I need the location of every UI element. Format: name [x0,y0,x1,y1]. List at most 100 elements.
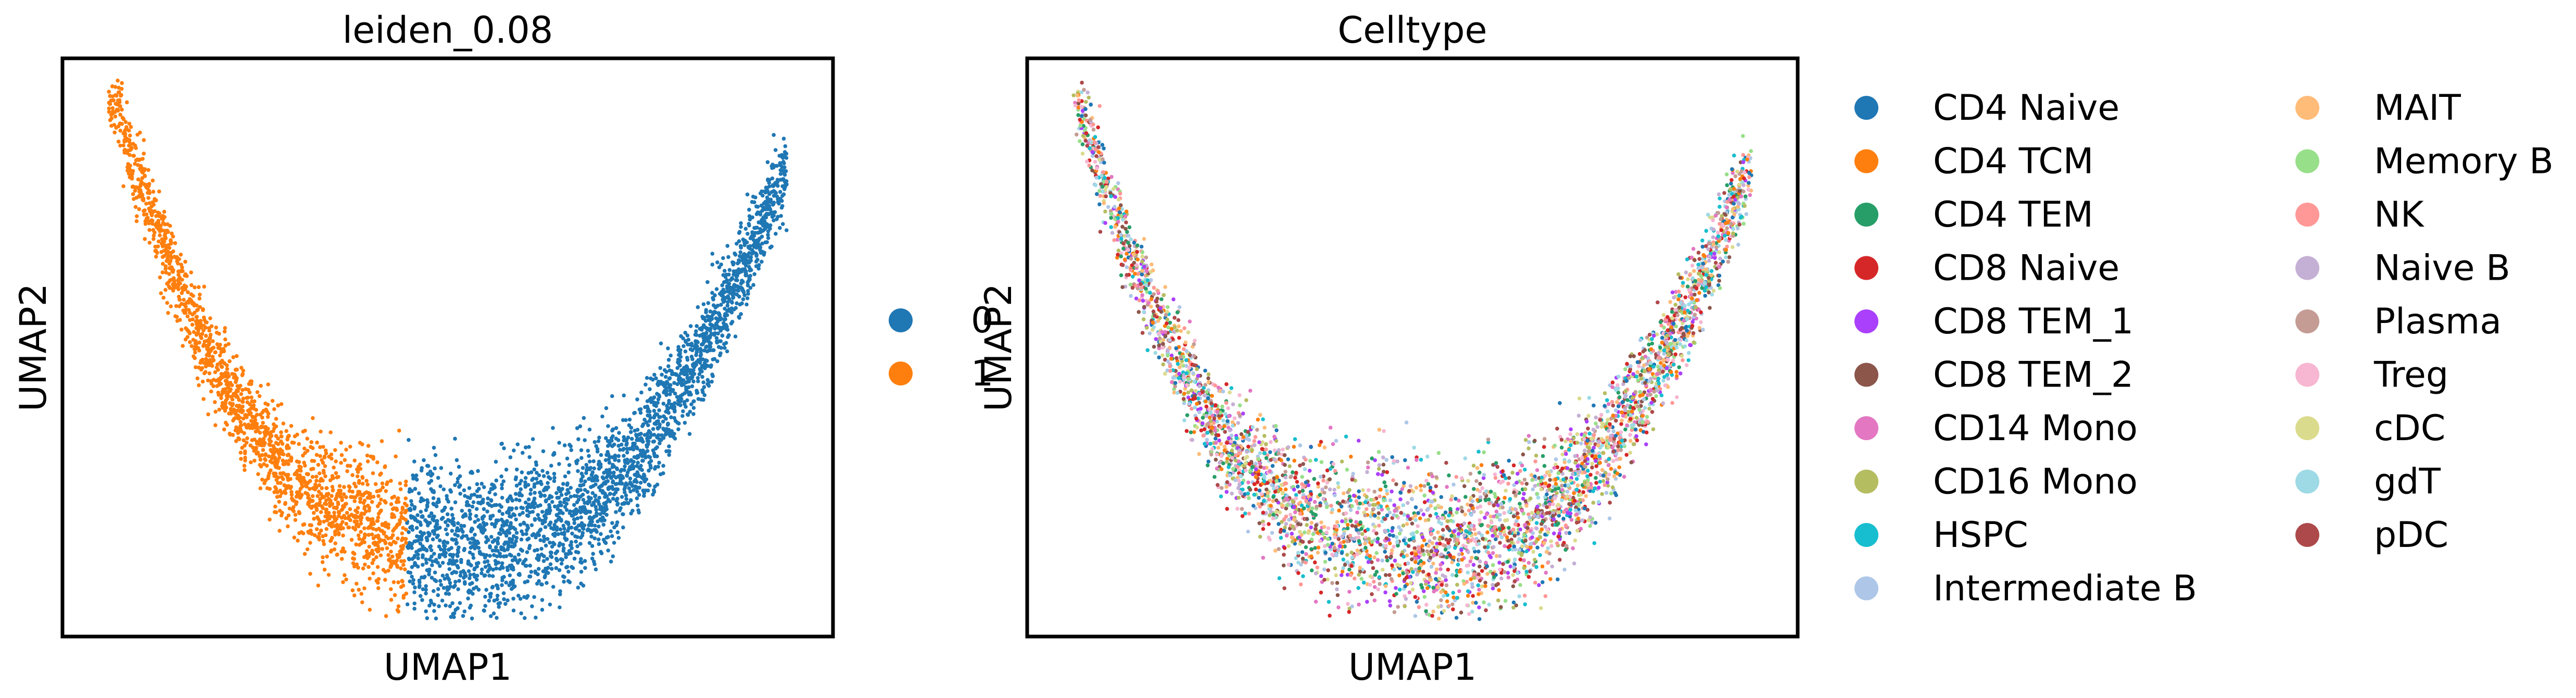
scatter-point [243,455,247,460]
scatter-point [217,393,221,397]
scatter-point [1606,483,1610,488]
scatter-point [561,482,565,486]
scatter-point [279,402,284,406]
scatter-point [443,505,447,510]
scatter-point [425,568,430,572]
scatter-point [207,341,211,345]
scatter-point [535,547,539,552]
scatter-point [681,378,686,382]
scatter-point [200,379,205,384]
scatter-point [462,576,466,580]
scatter-point [201,323,206,328]
scatter-point [356,533,361,538]
scatter-point [482,507,486,512]
scatter-point [595,447,600,451]
scatter-point [575,544,579,549]
celltype-title: Celltype [1337,9,1487,52]
scatter-point [161,295,166,300]
scatter-point [447,567,452,571]
scatter-point [473,520,477,524]
scatter-point [691,406,696,410]
scatter-point [138,188,143,193]
scatter-point [252,458,257,463]
scatter-point [539,493,544,497]
scatter-point [555,558,560,563]
scatter-point [189,270,193,275]
scatter-point [690,384,694,389]
scatter-point [389,502,394,506]
scatter-point [231,433,235,437]
scatter-point [670,429,674,433]
scatter-point [657,460,661,465]
scatter-point [587,454,591,458]
scatter-point [354,542,358,547]
scatter-point [412,606,416,611]
scatter-point [356,470,360,474]
scatter-point [429,479,434,483]
scatter-point [646,442,650,446]
scatter-point [572,503,576,507]
scatter-point [701,380,705,384]
scatter-point [673,437,677,441]
scatter-point [150,178,155,183]
scatter-point [370,500,374,504]
scatter-point [321,555,325,559]
scatter-point [375,519,380,523]
scatter-point [676,345,680,349]
scatter-point [355,474,360,479]
scatter-point [1476,450,1481,454]
scatter-point [373,534,378,539]
scatter-point [413,487,418,491]
scatter-point [415,513,420,517]
scatter-point [606,424,610,428]
scatter-point [635,485,640,490]
scatter-point [784,169,788,173]
scatter-point [664,427,669,431]
scatter-point [162,209,167,214]
scatter-point [635,456,639,460]
scatter-point [537,473,541,478]
scatter-point [458,574,463,578]
scatter-point [178,297,182,302]
scatter-point [780,184,785,189]
scatter-point [690,343,694,348]
scatter-point [384,534,388,539]
scatter-point [360,600,364,605]
scatter-point [770,215,775,219]
scatter-point [526,537,531,541]
scatter-point [141,197,145,202]
scatter-point [504,467,509,472]
scatter-point [201,397,206,401]
scatter-point [271,444,275,448]
scatter-point [223,326,228,330]
scatter-point [526,471,531,475]
scatter-point [339,453,344,457]
scatter-point [427,532,432,537]
scatter-point [695,391,700,395]
scatter-point [1296,560,1300,565]
scatter-point [476,469,480,473]
scatter-point [371,471,375,476]
scatter-point [336,501,340,505]
scatter-point [191,338,196,342]
scatter-point [507,496,511,500]
scatter-point [230,397,235,402]
scatter-point [476,501,481,505]
scatter-point [562,527,566,531]
scatter-point [283,491,288,495]
scatter-point [534,615,538,620]
scatter-point [683,420,687,425]
scatter-point [774,191,778,195]
scatter-point [305,472,309,476]
scatter-point [1284,533,1289,538]
scatter-point [293,513,298,517]
scatter-point [458,492,462,496]
scatter-point [695,339,699,344]
scatter-point [636,460,640,465]
scatter-point [1707,258,1711,263]
scatter-point [399,559,403,564]
scatter-point [447,562,451,566]
scatter-point [625,447,629,451]
scatter-point [566,497,571,502]
scatter-point [310,499,314,503]
